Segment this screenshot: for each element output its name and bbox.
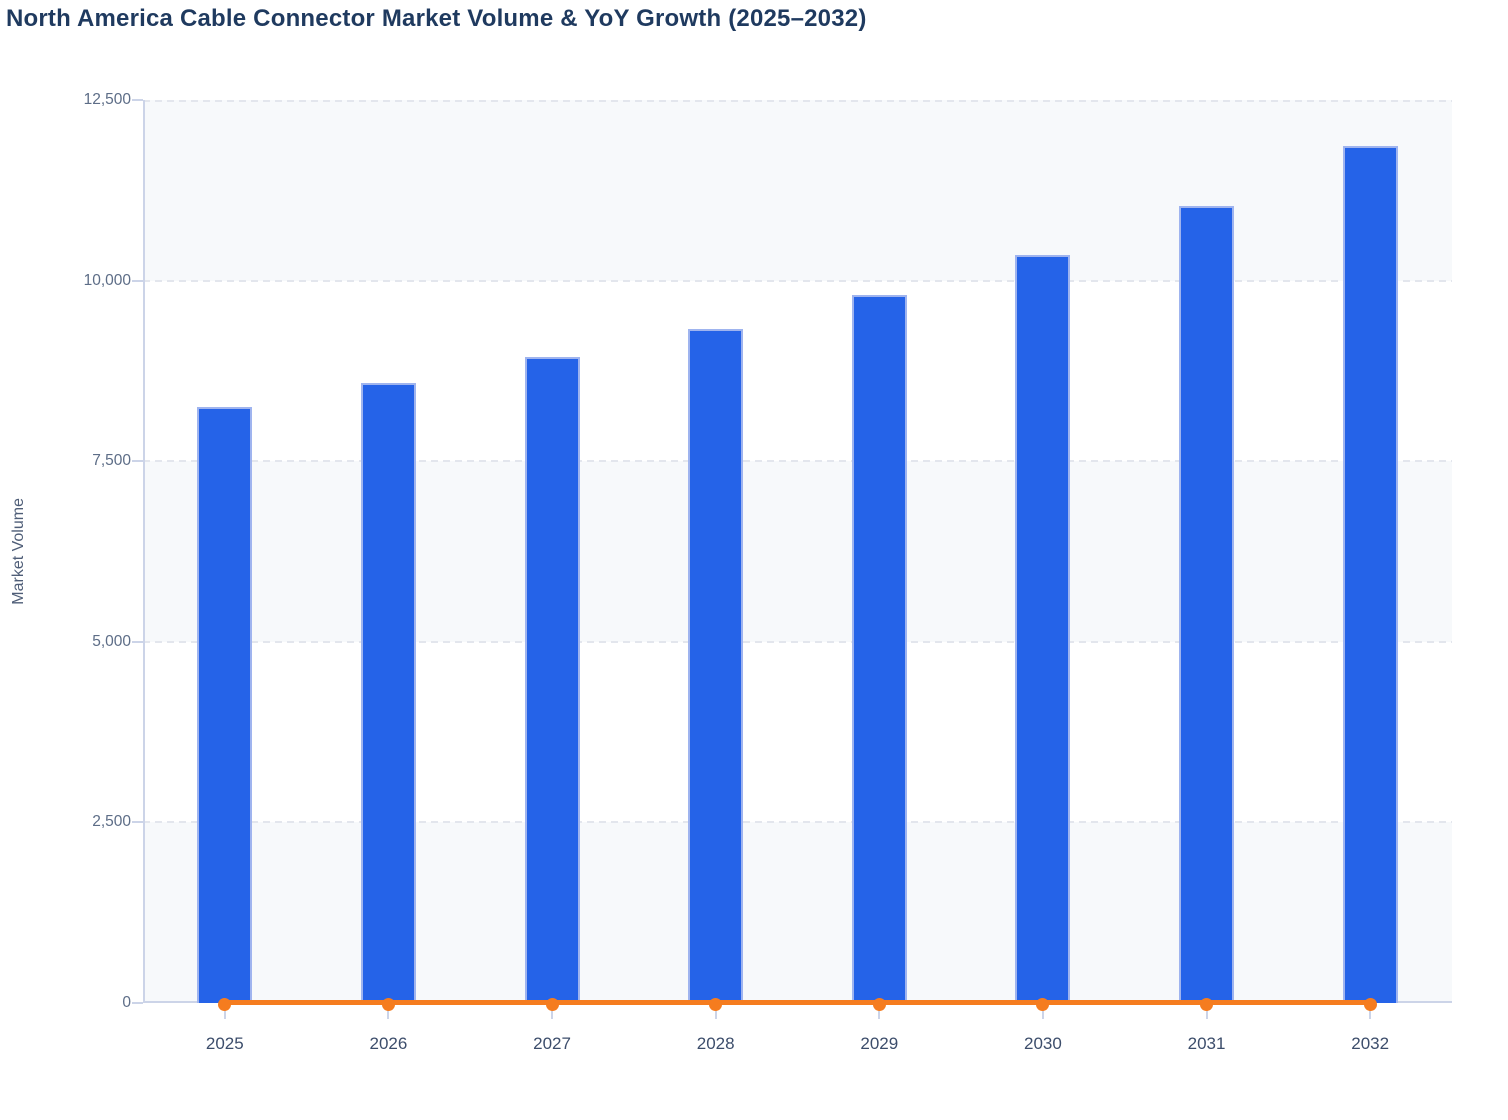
plot-band xyxy=(143,100,1452,281)
gridline xyxy=(143,821,1452,824)
gridline xyxy=(143,100,1452,102)
gridline xyxy=(143,279,1452,282)
y-tick-label: 5,000 xyxy=(92,632,131,650)
x-tick-mark xyxy=(387,1005,390,1019)
y-axis-line xyxy=(143,100,145,1003)
y-tick-mark xyxy=(132,821,143,824)
x-tick-label-2031: 2031 xyxy=(1187,1034,1226,1053)
y-tick-label: 2,500 xyxy=(92,813,131,831)
x-tick-mark xyxy=(878,1005,881,1019)
plot-area xyxy=(143,100,1452,1011)
y-tick-label: 0 xyxy=(122,994,131,1011)
plot-band xyxy=(143,822,1452,1003)
y-tick-label: 10,000 xyxy=(83,271,131,289)
plot-band xyxy=(143,461,1452,642)
bar-2026[interactable] xyxy=(360,383,416,1003)
yoy-point-2025[interactable] xyxy=(218,997,232,1011)
x-tick-label-2027: 2027 xyxy=(533,1034,571,1053)
x-tick-mark xyxy=(1205,1005,1208,1019)
chart-title: North America Cable Connector Market Vol… xyxy=(6,5,867,32)
y-tick-mark xyxy=(132,99,143,101)
y-tick-mark xyxy=(132,460,143,463)
yoy-point-2027[interactable] xyxy=(545,997,559,1011)
yoy-point-2029[interactable] xyxy=(872,997,886,1011)
y-tick-mark xyxy=(132,1002,143,1004)
plot-band xyxy=(143,641,1452,823)
plot-band xyxy=(143,280,1452,462)
bar-2030[interactable] xyxy=(1015,254,1071,1003)
x-tick-label-2028: 2028 xyxy=(696,1034,735,1053)
yoy-point-2026[interactable] xyxy=(381,997,395,1011)
x-tick-label-2026: 2026 xyxy=(369,1034,408,1053)
bar-2028[interactable] xyxy=(688,329,744,1003)
x-tick-label-2029: 2029 xyxy=(860,1034,899,1053)
y-tick-mark xyxy=(132,279,143,282)
x-tick-mark xyxy=(1369,1005,1372,1019)
yoy-line[interactable] xyxy=(224,1000,1371,1005)
yoy-point-2030[interactable] xyxy=(1036,997,1050,1011)
yoy-point-2031[interactable] xyxy=(1200,997,1214,1011)
y-tick-mark xyxy=(132,640,143,643)
bar-2031[interactable] xyxy=(1179,206,1235,1003)
x-tick-label-2025: 2025 xyxy=(205,1034,244,1053)
x-tick-mark xyxy=(223,1005,226,1019)
gridline xyxy=(143,460,1452,463)
bar-2032[interactable] xyxy=(1342,145,1398,1003)
gridline xyxy=(143,640,1452,643)
y-tick-label: 12,500 xyxy=(83,91,131,108)
x-tick-label-2032: 2032 xyxy=(1351,1034,1390,1053)
x-tick-label-2030: 2030 xyxy=(1024,1034,1062,1053)
bar-2027[interactable] xyxy=(524,357,580,1003)
x-tick-mark xyxy=(714,1005,717,1019)
x-tick-mark xyxy=(551,1005,554,1019)
bar-2029[interactable] xyxy=(851,295,907,1003)
y-axis-title: Market Volume xyxy=(10,498,27,605)
y-axis-title-wrap: Market Volume xyxy=(6,100,32,1003)
yoy-point-2028[interactable] xyxy=(709,997,723,1011)
x-tick-mark xyxy=(1041,1005,1044,1019)
y-tick-label: 7,500 xyxy=(92,452,131,470)
bar-2025[interactable] xyxy=(197,407,253,1003)
yoy-point-2032[interactable] xyxy=(1363,997,1377,1011)
